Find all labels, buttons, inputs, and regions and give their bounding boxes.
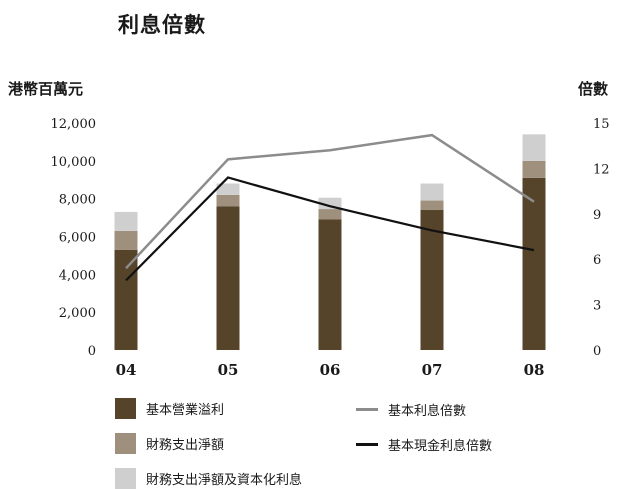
bar-segment-capitalised-interest [216, 183, 240, 195]
left-axis-tick-label: 0 [88, 344, 96, 359]
left-axis-tick-label: 10,000 [51, 155, 97, 170]
left-axis-tick-label: 6,000 [59, 231, 96, 246]
bar-segment-operating-profit [318, 219, 342, 350]
left-axis-tick-label: 2,000 [59, 306, 96, 321]
x-axis-tick-label: 05 [218, 361, 239, 379]
right-axis-tick-label: 15 [593, 117, 610, 132]
legend-label-cash-interest-cover: 基本現金利息倍數 [388, 439, 493, 454]
legend-swatch-net-finance-costs [115, 433, 136, 454]
bar-segment-capitalised-interest [420, 183, 444, 201]
bar-segment-operating-profit [216, 206, 240, 350]
right-axis-tick-label: 6 [593, 253, 601, 268]
left-axis-title: 港幣百萬元 [8, 80, 84, 98]
legend-label-operating-profit: 基本營業溢利 [146, 403, 225, 418]
bar-segment-capitalised-interest [114, 211, 138, 231]
bar-segment-net-finance-costs [114, 230, 138, 250]
legend-item-cash-interest-cover: 基本現金利息倍數 [356, 435, 492, 454]
bar-segment-operating-profit [522, 177, 546, 350]
legend-label-interest-cover: 基本利息倍數 [388, 404, 467, 419]
legend-item-capitalised-interest: 財務支出淨額及資本化利息 [115, 468, 302, 489]
x-axis-tick-label: 04 [116, 361, 137, 379]
bar-segment-capitalised-interest [522, 134, 546, 161]
right-axis-tick-label: 12 [593, 162, 610, 177]
legend-line-cash-interest-cover [356, 443, 378, 446]
cash-interest-cover-line [125, 176, 535, 282]
interest-cover-line [125, 133, 535, 270]
legend-item-interest-cover: 基本利息倍數 [356, 400, 466, 419]
legend-label-capitalised-interest: 財務支出淨額及資本化利息 [146, 473, 303, 488]
bar-segment-capitalised-interest [318, 197, 342, 210]
right-axis-tick-label: 0 [593, 344, 601, 359]
x-axis-tick-label: 06 [320, 361, 341, 379]
legend-line-interest-cover [356, 408, 378, 411]
bar-segment-operating-profit [114, 249, 138, 350]
bar-segment-net-finance-costs [522, 160, 546, 178]
legend-item-net-finance-costs: 財務支出淨額 [115, 433, 224, 454]
left-axis-tick-label: 12,000 [51, 117, 97, 132]
legend-item-operating-profit: 基本營業溢利 [115, 398, 224, 419]
bar-segment-operating-profit [420, 210, 444, 350]
right-axis-title: 倍數 [578, 80, 609, 98]
right-axis-tick-label: 3 [593, 299, 601, 314]
left-axis-tick-label: 4,000 [59, 268, 96, 283]
left-axis-tick-label: 8,000 [59, 193, 96, 208]
x-axis-tick-label: 07 [422, 361, 443, 379]
x-axis-tick-label: 08 [524, 361, 545, 379]
bar-segment-net-finance-costs [420, 200, 444, 211]
chart-title: 利息倍數 [118, 13, 206, 37]
legend-swatch-capitalised-interest [115, 468, 136, 489]
legend-label-net-finance-costs: 財務支出淨額 [146, 438, 225, 453]
bar-segment-net-finance-costs [318, 209, 342, 220]
right-axis-tick-label: 9 [593, 208, 601, 223]
legend-swatch-operating-profit [115, 398, 136, 419]
bar-segment-net-finance-costs [216, 194, 240, 207]
